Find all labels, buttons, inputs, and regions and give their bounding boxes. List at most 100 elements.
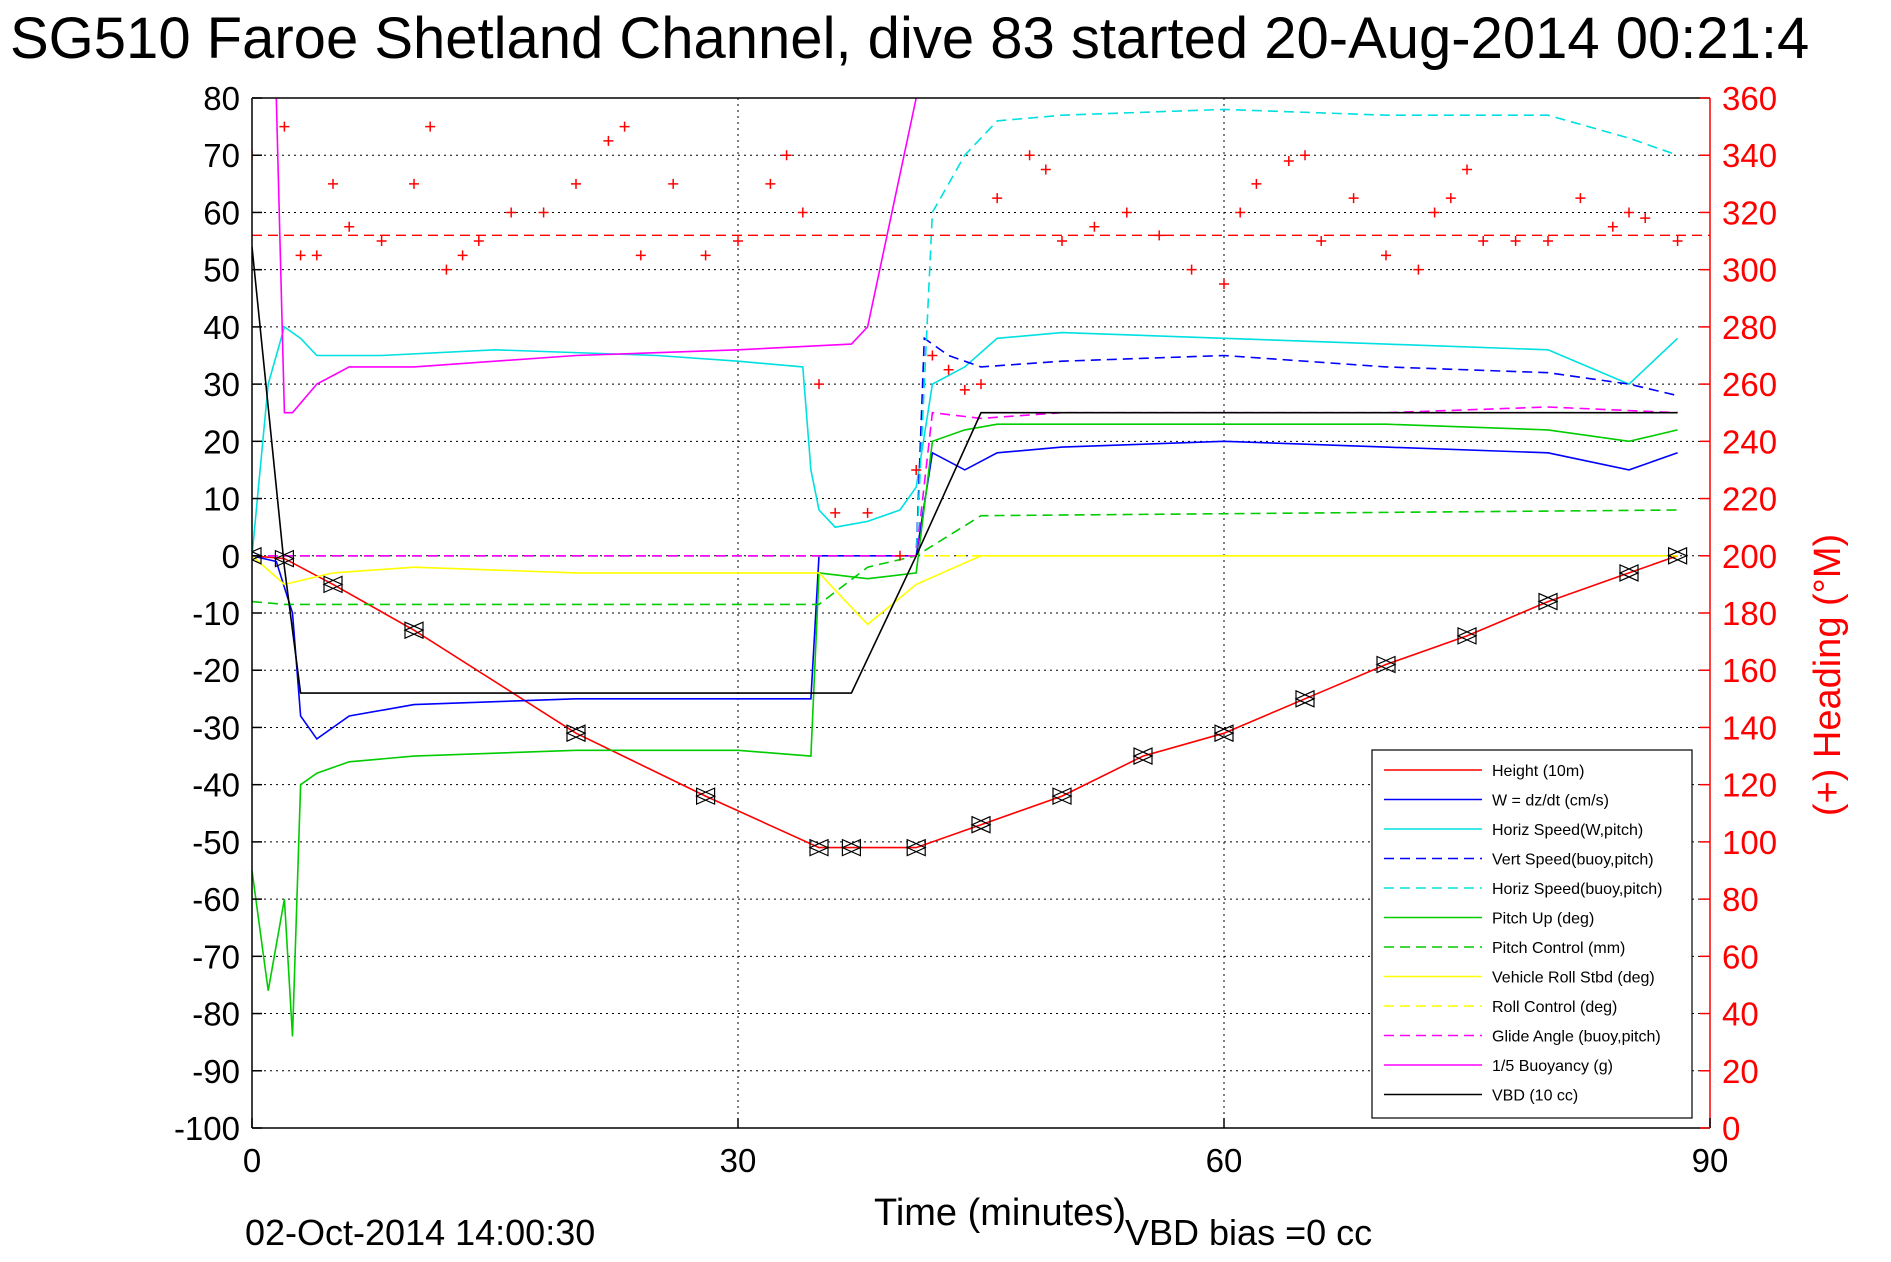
- heading-point: [1283, 155, 1294, 166]
- heading-point: [1429, 207, 1440, 218]
- heading-point: [797, 207, 808, 218]
- legend-label-pitch-up-deg: Pitch Up (deg): [1492, 911, 1594, 928]
- y2-tick-label: 300: [1722, 252, 1777, 289]
- series-line-pitch-control-mm: [252, 509, 1678, 606]
- heading-point: [814, 379, 824, 390]
- heading-point: [733, 236, 743, 247]
- heading-point: [1624, 207, 1634, 218]
- height-marker: [322, 575, 344, 594]
- y2-tick-label: 100: [1722, 824, 1777, 861]
- series-line-horiz-speed-buoy-pitch: [252, 108, 1678, 557]
- heading-point: [862, 507, 873, 518]
- heading-marks: [252, 121, 1710, 561]
- y-tick-label: 30: [203, 366, 240, 403]
- y-tick-label: 80: [203, 80, 240, 117]
- legend-label-vert-speed-buoy-pitch: Vert Speed(buoy,pitch): [1492, 852, 1654, 869]
- heading-point: [457, 250, 468, 261]
- series-layer: [252, 98, 1689, 1037]
- heading-point: [1121, 207, 1132, 218]
- heading-point: [425, 121, 436, 132]
- height-marker: [905, 838, 927, 857]
- heading-point: [344, 221, 355, 232]
- x-tick-label: 0: [243, 1142, 261, 1179]
- heading-point: [700, 250, 711, 261]
- heading-point: [1316, 236, 1327, 247]
- heading-point: [279, 121, 290, 132]
- legend: Height (10m) W = dz/dt (cm/s) Horiz Speed(…: [1371, 749, 1693, 1119]
- height-marker: [840, 838, 862, 857]
- x-tick-label: 60: [1206, 1142, 1243, 1179]
- y2-tick-label: 140: [1722, 709, 1777, 746]
- heading-point: [441, 264, 452, 275]
- y-tick-label: -20: [192, 652, 240, 689]
- y2-tick-label: 260: [1722, 366, 1777, 403]
- y2-tick-label: 60: [1722, 938, 1759, 975]
- y-tick-label: -10: [192, 595, 240, 632]
- heading-point: [603, 135, 614, 146]
- x-tick-label: 30: [720, 1142, 757, 1179]
- heading-point: [1089, 221, 1100, 232]
- heading-point: [409, 178, 419, 189]
- legend-label-height-10m: Height (10m): [1492, 763, 1584, 780]
- height-marker: [695, 787, 717, 806]
- heading-point: [895, 550, 905, 561]
- y2-tick-label: 160: [1722, 652, 1777, 689]
- heading-point: [1040, 164, 1051, 175]
- y-tick-label: -50: [192, 824, 240, 861]
- legend-label-1-5-buoyancy-g: 1/5 Buoyancy (g): [1492, 1058, 1613, 1075]
- y2-tick-label: 320: [1722, 194, 1777, 231]
- heading-point: [1219, 278, 1229, 289]
- y-tick-label: 0: [222, 538, 240, 575]
- height-marker: [1213, 724, 1235, 743]
- legend-label-horiz-speed-buoy-pitch: Horiz Speed(buoy,pitch): [1492, 881, 1662, 898]
- y-tick-label: -30: [192, 709, 240, 746]
- heading-point: [959, 384, 970, 395]
- heading-point: [1154, 230, 1165, 241]
- series-line-vert-speed-buoy-pitch: [252, 336, 1678, 557]
- heading-point: [1640, 213, 1651, 224]
- heading-point: [1381, 250, 1391, 261]
- heading-point: [911, 464, 922, 475]
- y2-tick-label: 120: [1722, 767, 1777, 804]
- heading-point: [1510, 236, 1521, 247]
- y2-tick-label: 180: [1722, 595, 1777, 632]
- legend-label-w-dz-dt-cm-s: W = dz/dt (cm/s): [1492, 793, 1609, 810]
- y-tick-label: 50: [203, 252, 240, 289]
- grid-lines: [252, 98, 1710, 1128]
- heading-point: [311, 250, 322, 261]
- height-marker: [565, 724, 587, 743]
- y-tick-label: -100: [174, 1110, 240, 1147]
- y2-tick-label: 0: [1722, 1110, 1740, 1147]
- y2-tick-label: 80: [1722, 881, 1759, 918]
- legend-label-vehicle-roll-stbd-deg: Vehicle Roll Stbd (deg): [1492, 970, 1655, 987]
- y2-tick-label: 240: [1722, 423, 1777, 460]
- series-line-glide-angle-buoy-pitch: [252, 406, 1678, 557]
- height-marker: [808, 838, 830, 857]
- height-marker: [1375, 655, 1397, 674]
- y2-tick-label: 360: [1722, 80, 1777, 117]
- heading-point: [571, 178, 581, 189]
- heading-point: [943, 364, 954, 375]
- series-line-height-10m: [252, 555, 1678, 849]
- heading-point: [328, 178, 338, 189]
- y-tick-label: 40: [203, 309, 240, 346]
- series-line-vehicle-roll-stbd-deg: [252, 554, 1678, 626]
- y-tick-label: 10: [203, 481, 240, 518]
- axes: 0 30 60 9080706050403020100-10-20-30-40-50-…: [174, 80, 1777, 1179]
- heading-point: [295, 250, 306, 261]
- y2-tick-label: 20: [1722, 1053, 1759, 1090]
- legend-label-glide-angle-buoy-pitch: Glide Angle (buoy,pitch): [1492, 1029, 1661, 1046]
- y-tick-label: -90: [192, 1053, 240, 1090]
- legend-label-vbd-10-cc: VBD (10 cc): [1492, 1088, 1578, 1105]
- heading-point: [927, 350, 938, 361]
- heading-point: [1543, 236, 1553, 247]
- series-line-1-5-buoyancy-g: [275, 98, 917, 414]
- heading-point: [635, 250, 646, 261]
- heading-point: [781, 150, 792, 161]
- height-marker: [1537, 592, 1559, 611]
- legend-label-pitch-control-mm: Pitch Control (mm): [1492, 940, 1625, 957]
- height-marker: [1294, 689, 1316, 708]
- series-line-vbd-10-cc: [252, 246, 1678, 694]
- legend-box: [1371, 749, 1693, 1119]
